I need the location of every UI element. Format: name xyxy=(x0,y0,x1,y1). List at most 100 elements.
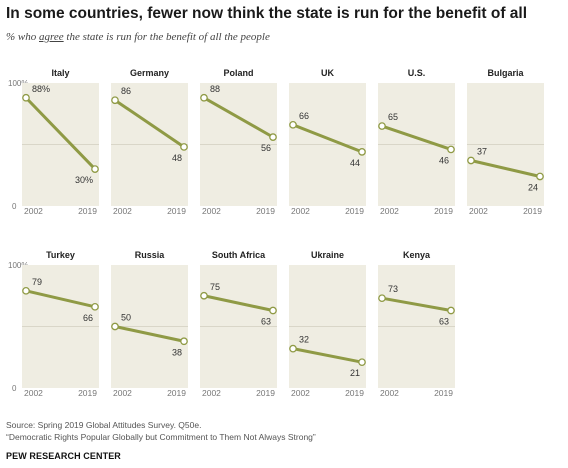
data-label-2002: 32 xyxy=(299,335,309,345)
data-label-2002: 65 xyxy=(388,112,398,122)
x-tick-label-2002: 2002 xyxy=(202,388,221,398)
series-line xyxy=(202,96,275,139)
panel-u-s-: U.S. 2002 2019 65 46 xyxy=(378,68,455,216)
panel-title: U.S. xyxy=(408,68,426,78)
data-point-2002 xyxy=(378,122,386,130)
data-label-2019: 66 xyxy=(83,313,93,323)
panel-title: Germany xyxy=(130,68,169,78)
x-tick-label-2002: 2002 xyxy=(380,388,399,398)
x-tick-label-2002: 2002 xyxy=(469,206,488,216)
x-tick-label-2019: 2019 xyxy=(523,206,542,216)
chart-title: In some countries, fewer now think the s… xyxy=(6,5,528,22)
x-tick-label-2002: 2002 xyxy=(24,206,43,216)
series-line xyxy=(380,296,453,313)
data-point-2002 xyxy=(111,96,119,105)
data-point-2002 xyxy=(378,294,386,303)
y-tick-label-100-row-1: 100% xyxy=(8,79,28,88)
panel-south-africa: South Africa 2002 2019 75 63 xyxy=(200,250,277,398)
x-tick-label-2019: 2019 xyxy=(434,206,453,216)
data-label-2019: 46 xyxy=(439,155,449,165)
data-label-2002: 37 xyxy=(477,146,487,156)
x-tick-label-2019: 2019 xyxy=(167,388,186,398)
org-name: PEW RESEARCH CENTER xyxy=(6,451,121,461)
panel-title: Ukraine xyxy=(311,250,344,260)
data-point-2019 xyxy=(180,143,188,151)
source-line: Source: Spring 2019 Global Attitudes Sur… xyxy=(6,420,202,430)
data-point-2019 xyxy=(180,337,188,346)
series-line xyxy=(202,294,275,313)
panel-russia: Russia 2002 2019 50 38 xyxy=(111,250,188,398)
data-point-2019 xyxy=(447,145,455,154)
panel-title: Bulgaria xyxy=(487,68,524,78)
data-label-2002: 73 xyxy=(388,284,398,294)
x-tick-label-2002: 2002 xyxy=(380,206,399,216)
data-point-2019 xyxy=(536,172,544,181)
subtitle-suffix: the state is run for the benefit of all … xyxy=(63,31,270,43)
data-point-2019 xyxy=(447,306,455,315)
source-note: Source: Spring 2019 Global Attitudes Sur… xyxy=(6,419,316,443)
data-point-2002 xyxy=(22,286,30,295)
data-point-2002 xyxy=(200,93,208,102)
x-tick-label-2019: 2019 xyxy=(345,206,364,216)
data-label-2002: 88 xyxy=(210,84,220,94)
x-tick-label-2019: 2019 xyxy=(78,206,97,216)
panel-kenya: Kenya 2002 2019 73 63 xyxy=(378,250,455,398)
x-tick-label-2002: 2002 xyxy=(113,206,132,216)
data-label-2019: 63 xyxy=(261,317,271,327)
data-point-2019 xyxy=(358,148,366,156)
panel-bulgaria: Bulgaria 2002 2019 37 24 xyxy=(467,68,544,216)
subtitle-emphasis: agree xyxy=(39,31,64,43)
x-tick-label-2019: 2019 xyxy=(256,388,275,398)
data-label-2019: 48 xyxy=(172,153,182,163)
y-tick-label-100-row-2: 100% xyxy=(8,261,28,270)
x-tick-label-2019: 2019 xyxy=(345,388,364,398)
series-line xyxy=(24,289,97,309)
data-point-2002 xyxy=(289,344,297,353)
x-tick-label-2019: 2019 xyxy=(167,206,186,216)
x-tick-label-2002: 2002 xyxy=(113,388,132,398)
data-label-2002: 66 xyxy=(299,111,309,121)
x-tick-label-2019: 2019 xyxy=(78,388,97,398)
panel-germany: Germany 2002 2019 86 48 xyxy=(111,68,188,216)
x-tick-label-2002: 2002 xyxy=(291,388,310,398)
data-label-2002: 50 xyxy=(121,313,131,323)
data-point-2019 xyxy=(358,358,366,367)
x-tick-label-2002: 2002 xyxy=(202,206,221,216)
subtitle-prefix: % who xyxy=(6,31,39,43)
panel-title: Italy xyxy=(51,68,69,78)
report-line: “Democratic Rights Popular Globally but … xyxy=(6,432,316,442)
data-label-2019: 21 xyxy=(350,368,360,378)
panel-italy: Italy 2002 2019 88% 30% xyxy=(22,68,99,216)
series-line xyxy=(24,96,97,171)
data-label-2019: 56 xyxy=(261,143,271,153)
series-line xyxy=(380,124,453,151)
series-line xyxy=(113,98,186,149)
data-label-2002: 75 xyxy=(210,282,220,292)
panel-title: UK xyxy=(321,68,334,78)
y-tick-label-0-row-2: 0 xyxy=(12,384,17,393)
series-line xyxy=(469,158,542,178)
data-point-2019 xyxy=(269,306,277,315)
data-point-2019 xyxy=(91,302,99,311)
x-tick-label-2019: 2019 xyxy=(256,206,275,216)
panel-uk: UK 2002 2019 66 44 xyxy=(289,68,366,216)
data-point-2019 xyxy=(91,165,99,173)
data-point-2002 xyxy=(467,156,475,165)
data-label-2019: 44 xyxy=(350,158,360,168)
panel-poland: Poland 2002 2019 88 56 xyxy=(200,68,277,216)
series-line xyxy=(291,347,364,364)
data-label-2019: 38 xyxy=(172,347,182,357)
x-tick-label-2002: 2002 xyxy=(291,206,310,216)
y-tick-label-0-row-1: 0 xyxy=(12,202,17,211)
panel-title: Turkey xyxy=(46,250,75,260)
chart-subtitle: % who agree the state is run for the ben… xyxy=(6,31,270,43)
panel-turkey: Turkey 2002 2019 79 66 xyxy=(22,250,99,398)
data-label-2002: 79 xyxy=(32,277,42,287)
panel-title: South Africa xyxy=(212,250,266,260)
panel-title: Poland xyxy=(223,68,253,78)
data-point-2002 xyxy=(200,291,208,300)
series-line xyxy=(113,325,186,343)
data-point-2002 xyxy=(289,120,297,129)
data-point-2002 xyxy=(111,322,119,331)
